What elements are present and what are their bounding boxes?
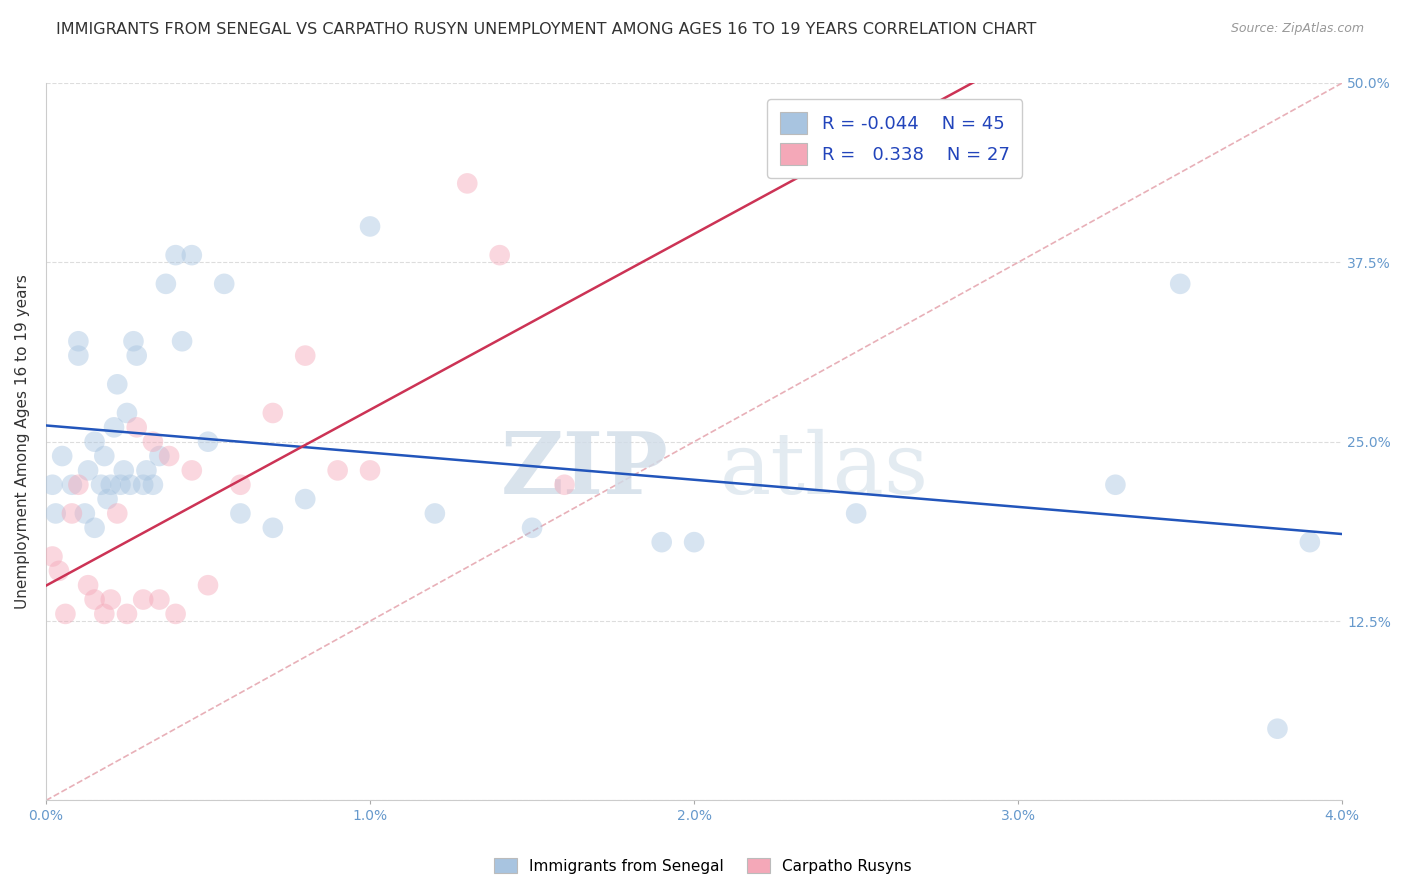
Point <box>488 248 510 262</box>
Point <box>1267 722 1289 736</box>
Point <box>262 521 284 535</box>
Point <box>41 477 63 491</box>
Point <box>456 177 478 191</box>
Point <box>115 406 138 420</box>
Point <box>294 492 316 507</box>
Point <box>359 463 381 477</box>
Point <box>112 463 135 477</box>
Point <box>83 592 105 607</box>
Point <box>120 477 142 491</box>
Point <box>90 477 112 491</box>
Point <box>105 507 128 521</box>
Point <box>100 592 122 607</box>
Point <box>1104 477 1126 491</box>
Point <box>115 607 138 621</box>
Point <box>229 477 252 491</box>
Point <box>125 420 148 434</box>
Text: IMMIGRANTS FROM SENEGAL VS CARPATHO RUSYN UNEMPLOYMENT AMONG AGES 16 TO 19 YEARS: IMMIGRANTS FROM SENEGAL VS CARPATHO RUSY… <box>56 22 1036 37</box>
Point <box>103 420 125 434</box>
Point <box>651 535 673 549</box>
Text: Source: ZipAtlas.com: Source: ZipAtlas.com <box>1230 22 1364 36</box>
Point <box>157 449 180 463</box>
Point <box>326 463 349 477</box>
Point <box>294 349 316 363</box>
Point <box>212 277 235 291</box>
Y-axis label: Unemployment Among Ages 16 to 19 years: Unemployment Among Ages 16 to 19 years <box>15 274 30 609</box>
Point <box>155 277 177 291</box>
Point <box>67 349 90 363</box>
Point <box>683 535 706 549</box>
Point <box>423 507 446 521</box>
Point <box>110 477 132 491</box>
Point <box>142 477 165 491</box>
Point <box>132 477 155 491</box>
Point <box>93 607 115 621</box>
Text: ZIP: ZIP <box>501 428 668 512</box>
Point <box>55 607 77 621</box>
Point <box>1299 535 1322 549</box>
Point <box>359 219 381 234</box>
Point <box>132 592 155 607</box>
Point <box>96 492 118 507</box>
Point <box>105 377 128 392</box>
Point <box>60 507 83 521</box>
Point <box>100 477 122 491</box>
Point <box>1168 277 1191 291</box>
Point <box>60 477 83 491</box>
Point <box>553 477 575 491</box>
Point <box>148 592 170 607</box>
Point <box>77 578 100 592</box>
Point <box>197 578 219 592</box>
Point <box>93 449 115 463</box>
Point <box>48 564 70 578</box>
Point <box>122 334 145 349</box>
Point <box>51 449 73 463</box>
Point <box>845 507 868 521</box>
Point <box>83 521 105 535</box>
Point <box>172 334 194 349</box>
Point <box>45 507 67 521</box>
Point <box>520 521 543 535</box>
Point <box>180 463 202 477</box>
Point <box>165 248 187 262</box>
Point <box>180 248 202 262</box>
Point <box>197 434 219 449</box>
Point <box>67 334 90 349</box>
Point <box>229 507 252 521</box>
Point <box>73 507 96 521</box>
Legend: Immigrants from Senegal, Carpatho Rusyns: Immigrants from Senegal, Carpatho Rusyns <box>488 852 918 880</box>
Point <box>67 477 90 491</box>
Legend: R = -0.044    N = 45, R =   0.338    N = 27: R = -0.044 N = 45, R = 0.338 N = 27 <box>768 99 1022 178</box>
Point <box>142 434 165 449</box>
Point <box>77 463 100 477</box>
Point <box>135 463 157 477</box>
Point <box>83 434 105 449</box>
Point <box>262 406 284 420</box>
Point <box>165 607 187 621</box>
Text: atlas: atlas <box>720 429 929 512</box>
Point <box>148 449 170 463</box>
Point <box>125 349 148 363</box>
Point <box>41 549 63 564</box>
